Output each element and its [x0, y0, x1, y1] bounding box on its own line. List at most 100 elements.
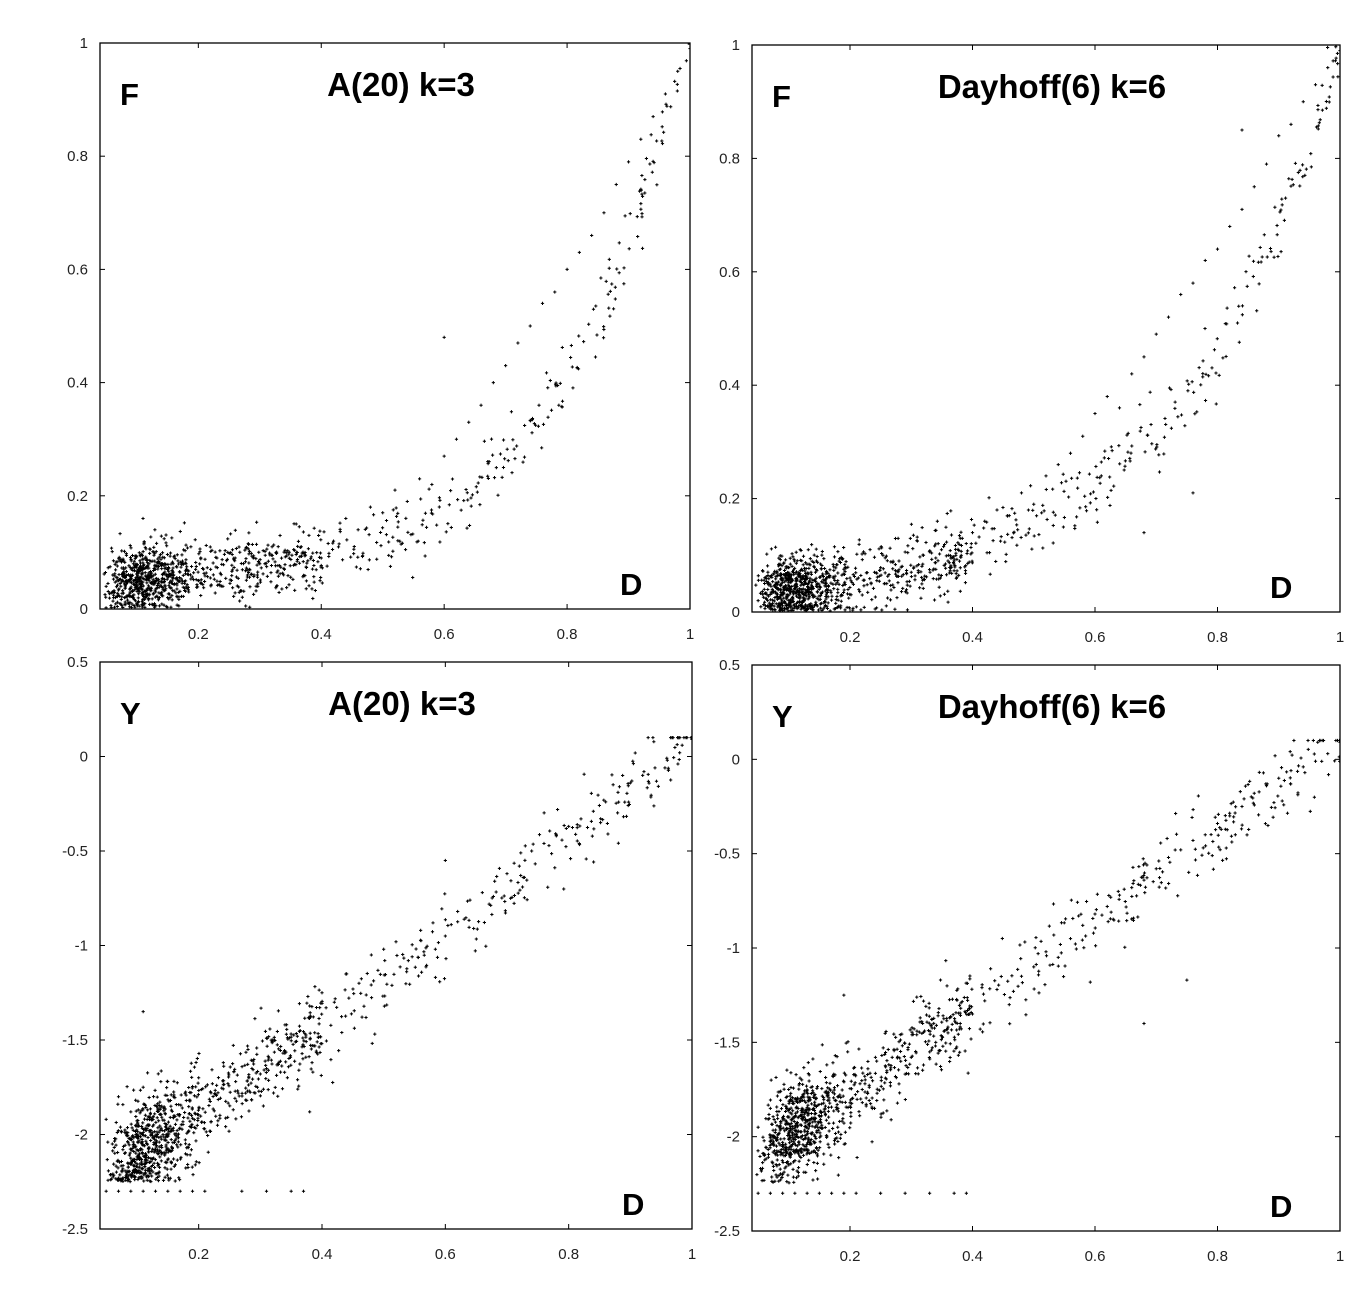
data-point: [128, 591, 132, 595]
data-point: [174, 591, 178, 595]
data-point: [631, 762, 636, 766]
data-point: [148, 558, 152, 563]
data-point: [1196, 794, 1200, 798]
data-point: [141, 594, 146, 599]
data-point: [950, 571, 954, 575]
data-point: [836, 1095, 840, 1099]
data-point: [1173, 848, 1177, 852]
data-point: [128, 1137, 132, 1141]
data-point: [295, 1034, 299, 1038]
data-point: [767, 606, 771, 610]
data-point: [958, 1021, 962, 1026]
data-point: [199, 1114, 203, 1118]
data-point: [164, 533, 168, 537]
data-point: [264, 1067, 269, 1071]
data-point: [148, 1107, 153, 1111]
data-point: [354, 565, 358, 569]
data-point: [115, 579, 119, 583]
data-point: [152, 1161, 156, 1165]
data-point: [854, 605, 858, 609]
data-point: [125, 594, 129, 598]
data-point: [666, 768, 671, 772]
data-point: [164, 1125, 168, 1129]
data-point: [272, 543, 276, 547]
data-point: [299, 545, 303, 549]
data-point: [277, 1047, 281, 1051]
data-point: [118, 532, 122, 536]
data-point: [831, 562, 835, 567]
data-point: [1150, 442, 1154, 446]
data-point: [814, 576, 818, 580]
data-point: [204, 1085, 208, 1089]
data-point: [1084, 899, 1089, 904]
data-point: [185, 583, 189, 587]
data-point: [431, 512, 435, 516]
data-point: [320, 991, 324, 995]
data-point: [167, 572, 171, 577]
data-point: [756, 1191, 760, 1195]
y-tick-label: 0: [732, 751, 740, 768]
data-point: [124, 579, 129, 583]
data-point: [925, 1020, 929, 1024]
data-point: [174, 564, 178, 569]
panel-4: -2.5-2-1.5-1-0.500.50.2 0.4 0.6 0.8 1Dayhoff…: [714, 657, 1344, 1265]
data-point: [575, 839, 579, 843]
data-point: [1252, 803, 1256, 807]
data-point: [804, 561, 808, 565]
data-point: [141, 1142, 145, 1146]
data-point: [331, 1080, 335, 1085]
data-point: [190, 1106, 194, 1110]
data-point: [758, 1154, 762, 1159]
data-point: [820, 580, 824, 584]
data-point: [425, 944, 429, 948]
data-point: [146, 564, 150, 568]
data-point: [779, 1089, 783, 1093]
data-point: [942, 1029, 946, 1033]
data-point: [1105, 394, 1109, 399]
data-point: [824, 572, 828, 576]
data-point: [289, 1035, 293, 1039]
data-point: [215, 583, 220, 587]
data-point: [121, 588, 125, 593]
data-point: [116, 588, 121, 592]
data-point: [544, 371, 549, 375]
data-point: [564, 826, 568, 831]
data-point: [129, 605, 134, 609]
data-point: [959, 555, 963, 559]
data-point: [153, 595, 157, 599]
data-point: [429, 508, 434, 512]
data-point: [665, 104, 669, 108]
data-point: [163, 583, 167, 587]
data-point: [301, 1043, 305, 1047]
data-point: [136, 570, 140, 574]
data-point: [185, 1153, 189, 1157]
data-point: [273, 1038, 277, 1043]
data-point: [617, 800, 621, 804]
data-point: [165, 1123, 169, 1127]
data-point: [627, 802, 631, 807]
data-point: [859, 608, 863, 612]
data-point: [352, 547, 356, 551]
data-point: [121, 1163, 125, 1168]
data-point: [141, 1121, 145, 1125]
data-point: [793, 606, 797, 610]
data-point: [153, 1137, 157, 1141]
data-point: [800, 600, 805, 605]
data-point: [303, 1032, 307, 1036]
data-point: [216, 1097, 220, 1102]
data-point: [158, 1124, 162, 1128]
data-point: [1203, 326, 1207, 331]
data-point: [256, 1077, 261, 1081]
data-point: [256, 570, 260, 574]
data-point: [146, 598, 151, 602]
data-point: [1218, 825, 1222, 830]
data-point: [575, 823, 579, 827]
data-point: [1309, 152, 1313, 156]
data-point: [251, 556, 255, 560]
data-point: [811, 1091, 815, 1095]
data-point: [1289, 122, 1293, 126]
data-point: [486, 460, 490, 464]
data-point: [349, 1012, 354, 1016]
data-point: [788, 592, 792, 596]
data-point: [171, 570, 175, 574]
